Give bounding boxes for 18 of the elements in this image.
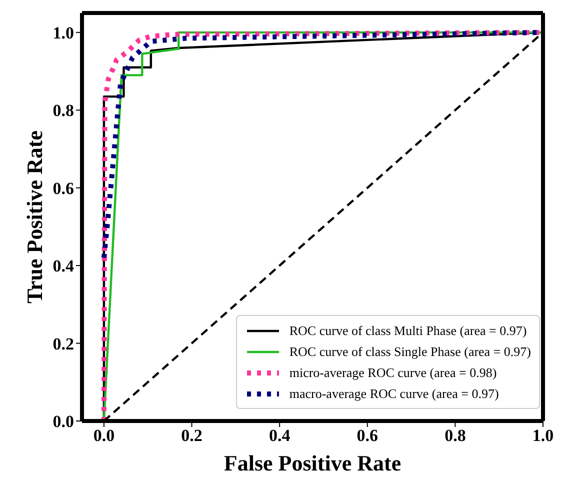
x-tick-label: 1.0 bbox=[532, 426, 554, 446]
y-tick-label: 0.6 bbox=[52, 178, 74, 198]
y-tick-label: 0.4 bbox=[52, 256, 74, 276]
x-tick-label: 0.4 bbox=[268, 426, 291, 446]
x-tick-label: 0.0 bbox=[93, 426, 115, 446]
y-axis-title: True Positive Rate bbox=[22, 130, 47, 304]
legend-label: ROC curve of class Multi Phase (area = 0.97) bbox=[289, 322, 527, 340]
x-tick-label: 0.2 bbox=[181, 426, 202, 446]
y-tick-label: 0.8 bbox=[52, 101, 74, 120]
y-tick-label: 0.2 bbox=[52, 334, 74, 354]
y-tick-label: 1.0 bbox=[52, 23, 74, 42]
legend-label: micro-average ROC curve (area = 0.98) bbox=[289, 364, 497, 382]
y-tick-label: 0.0 bbox=[52, 412, 74, 432]
x-tick-label: 0.6 bbox=[356, 426, 378, 446]
x-axis-title: False Positive Rate bbox=[224, 450, 402, 476]
x-tick-label: 0.8 bbox=[444, 426, 466, 446]
legend-label: macro-average ROC curve (area = 0.97) bbox=[289, 385, 499, 403]
legend-label: ROC curve of class Single Phase (area = 0.97) bbox=[289, 343, 531, 361]
